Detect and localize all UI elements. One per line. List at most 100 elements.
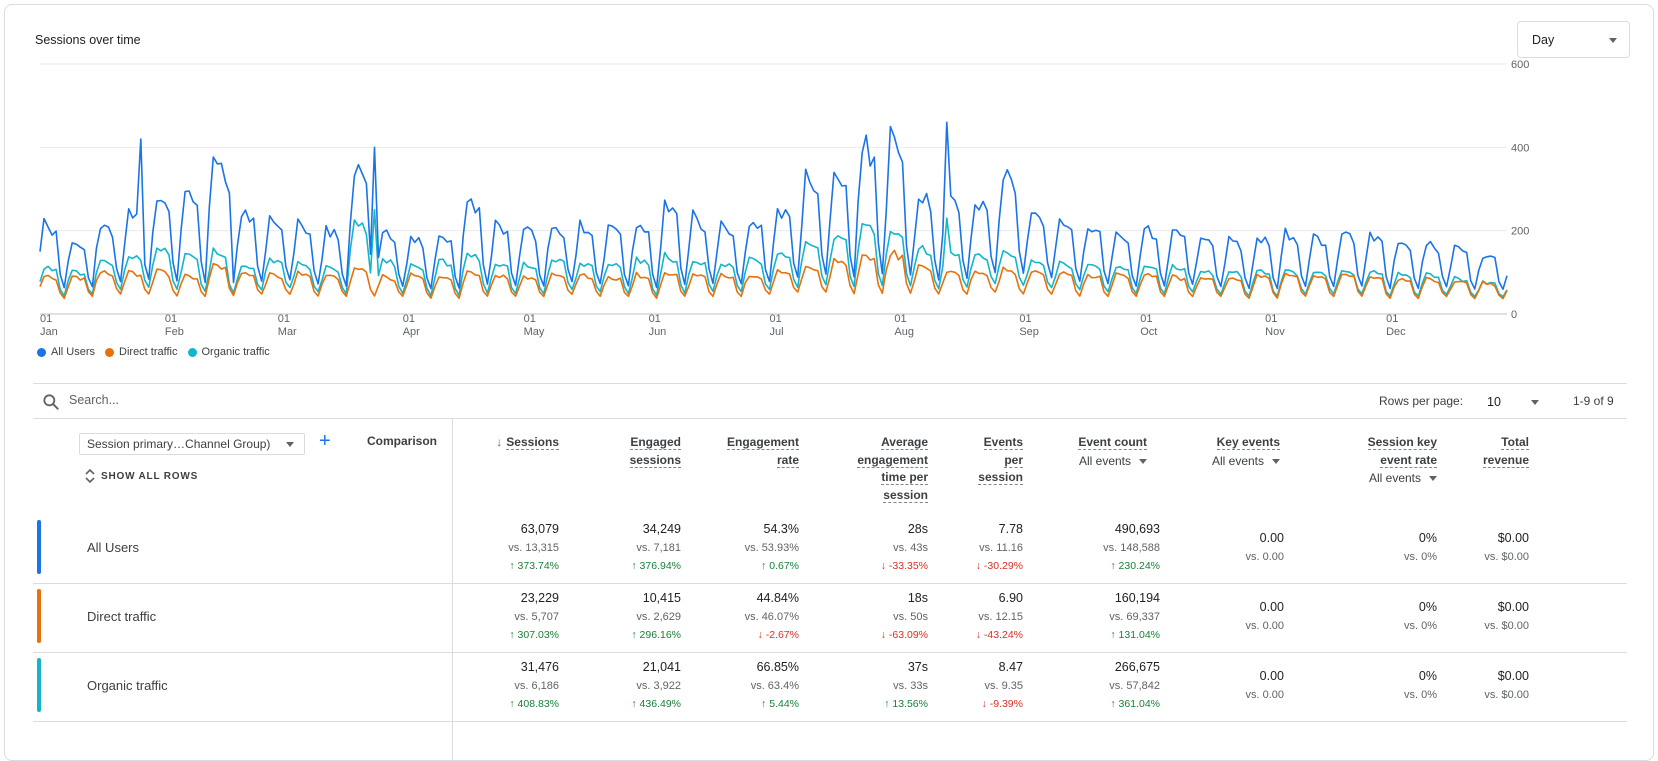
comparison-value: vs. $0.00: [1484, 620, 1529, 632]
metric-value: 0.00: [1259, 600, 1284, 614]
legend-item-organic-traffic[interactable]: Organic traffic: [187, 346, 270, 358]
x-tick-month: Nov: [1265, 326, 1285, 338]
x-tick-day: 01: [1386, 313, 1398, 325]
metric-value: 266,675: [1114, 660, 1160, 674]
column-header[interactable]: Engagement rate: [726, 434, 799, 469]
column-header-label: Total: [1501, 435, 1529, 450]
change-percent: ↑ 5.44%: [649, 695, 799, 713]
metric-filter-select[interactable]: All events: [1212, 453, 1280, 471]
change-percent: ↓ -9.39%: [873, 695, 1023, 713]
comparison-value: vs. 57,842: [1109, 680, 1160, 692]
change-percent: ↓ -43.24%: [873, 626, 1023, 644]
change-percent: ↓ -63.09%: [778, 626, 928, 644]
table-row: All Users 63,079 vs. 13,315 ↑ 373.74% 34,249…: [33, 515, 1627, 584]
comparison-value: vs. 50s: [893, 611, 928, 623]
series-line-direct-traffic: [39, 249, 1508, 300]
metric-value: 0%: [1418, 600, 1437, 614]
column-header[interactable]: Events per session: [978, 434, 1023, 487]
legend-dot-icon: [105, 347, 115, 357]
x-tick-month: Dec: [1386, 326, 1406, 338]
column-header-label: session: [978, 470, 1023, 485]
change-percent: ↑ 408.83%: [409, 695, 559, 713]
sessions-card: Sessions over time Day 0 200 400 600 01 Jan 01…: [4, 4, 1654, 761]
metric-value: 21,041: [642, 660, 681, 674]
sort-descending-icon: ↓: [496, 435, 503, 449]
arrow-up-icon: ↑: [1110, 560, 1119, 572]
arrow-up-icon: ↑: [761, 560, 770, 572]
metric-value: 8.47: [998, 660, 1023, 674]
row-segment-label: Organic traffic: [87, 678, 168, 693]
metric-value: $0.00: [1497, 669, 1529, 683]
comparison-value: vs. 33s: [893, 680, 928, 692]
metric-cell: $0.00 vs. $0.00: [1379, 597, 1529, 635]
chevron-down-icon: [1531, 400, 1539, 405]
row-color-indicator: [37, 658, 41, 712]
chevron-down-icon: [1139, 458, 1147, 464]
legend-item-all-users[interactable]: All Users: [37, 346, 95, 358]
metric-cell: 37s vs. 33s ↑ 13.56%: [778, 657, 928, 713]
change-value: -33.35%: [888, 560, 928, 572]
metric-cell: 54.3% vs. 53.93% ↑ 0.67%: [649, 519, 799, 575]
column-header[interactable]: Total revenue: [1482, 434, 1529, 469]
metric-value: 160,194: [1114, 591, 1160, 605]
comparison-value: vs. 46.07%: [744, 611, 799, 623]
column-header-label: Engagement: [726, 435, 799, 450]
legend-item-direct-traffic[interactable]: Direct traffic: [105, 346, 178, 358]
column-header[interactable]: Engaged sessions: [629, 434, 681, 469]
comparison-value: vs. 3,922: [636, 680, 681, 692]
period-select[interactable]: Day: [1517, 21, 1630, 58]
change-percent: ↓ -2.67%: [649, 626, 799, 644]
metric-filter-select[interactable]: All events: [1369, 470, 1437, 488]
column-header-label: event rate: [1380, 452, 1437, 468]
comparison-value: vs. 5,707: [514, 611, 559, 623]
metric-cell: 28s vs. 43s ↓ -33.35%: [778, 519, 928, 575]
change-percent: ↑ 361.04%: [1010, 695, 1160, 713]
show-all-rows-button[interactable]: SHOW ALL ROWS: [85, 469, 198, 483]
metric-value: 0%: [1418, 531, 1437, 545]
comparison-value: vs. 11.16: [979, 542, 1023, 554]
metric-filter-select[interactable]: All events: [1079, 453, 1147, 471]
metric-value: 0%: [1418, 669, 1437, 683]
change-percent: ↑ 230.24%: [1010, 557, 1160, 575]
column-header-label: Key events: [1216, 435, 1280, 450]
change-value: -43.24%: [983, 629, 1023, 641]
column-header[interactable]: Average engagement time per session: [857, 434, 928, 504]
x-tick-month: Jan: [40, 326, 58, 338]
x-tick-day: 01: [894, 313, 906, 325]
column-header[interactable]: Session key event rate All events: [1367, 434, 1437, 488]
add-dimension-button[interactable]: +: [319, 430, 331, 452]
arrow-up-icon: ↑: [631, 629, 640, 641]
column-header[interactable]: Key events All events: [1212, 434, 1280, 470]
metric-value: 6.90: [998, 591, 1023, 605]
comparison-value: vs. 6,186: [514, 680, 559, 692]
rows-per-page-select[interactable]: 10: [1473, 389, 1553, 415]
metric-cell: 490,693 vs. 148,588 ↑ 230.24%: [1010, 519, 1160, 575]
table-toolbar: Rows per page: 10 1-9 of 9: [33, 383, 1627, 419]
x-tick-day: 01: [40, 313, 52, 325]
table-row: Direct traffic 23,229 vs. 5,707 ↑ 307.03% 10…: [33, 584, 1627, 653]
metric-value: 7.78: [998, 522, 1023, 536]
change-value: 408.83%: [517, 698, 559, 710]
metric-value: 490,693: [1114, 522, 1160, 536]
table-row: Organic traffic 31,476 vs. 6,186 ↑ 408.83% 2…: [33, 653, 1627, 722]
x-tick-month: Aug: [894, 326, 914, 338]
row-segment-label: Direct traffic: [87, 609, 157, 624]
expand-collapse-icon: [85, 469, 95, 483]
metric-value: 44.84%: [756, 591, 799, 605]
change-value: -30.29%: [983, 560, 1023, 572]
y-tick-label: 600: [1511, 59, 1529, 71]
legend-label: Organic traffic: [201, 346, 270, 358]
series-line-all-users: [39, 121, 1508, 290]
column-header-label: Average: [881, 435, 928, 450]
comparison-value: vs. $0.00: [1484, 551, 1529, 563]
dimension-select[interactable]: Session primary…Channel Group): [79, 433, 305, 455]
arrow-up-icon: ↑: [1110, 629, 1119, 641]
search-input[interactable]: [67, 392, 447, 408]
column-header-label: Sessions: [506, 435, 559, 450]
x-tick-day: 01: [524, 313, 536, 325]
arrow-down-icon: ↓: [880, 560, 889, 572]
column-header[interactable]: Event count All events: [1078, 434, 1147, 470]
column-header[interactable]: ↓ Sessions: [496, 434, 559, 452]
metric-cell: 0.00 vs. 0.00: [1134, 528, 1284, 566]
metric-value: 28s: [907, 522, 928, 536]
